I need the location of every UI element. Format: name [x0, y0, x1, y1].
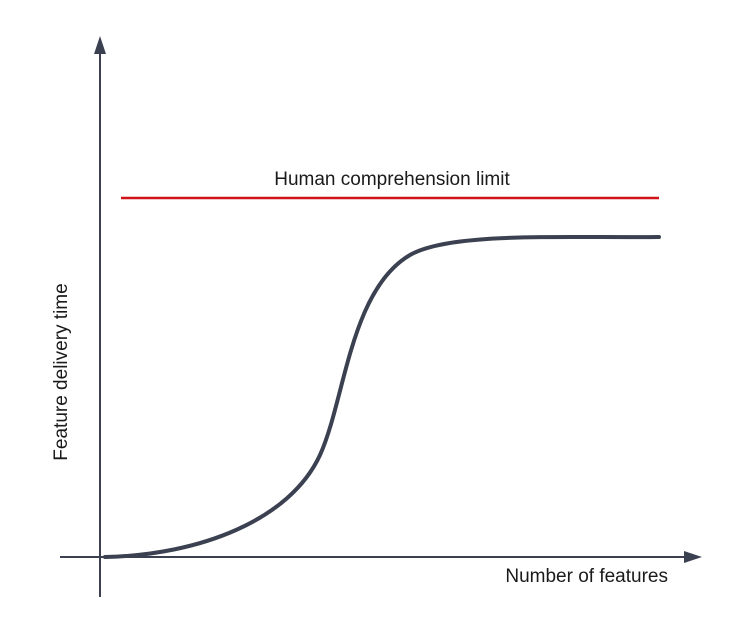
x-axis-label: Number of features [505, 566, 668, 587]
x-axis-arrow [684, 551, 702, 563]
y-axis-label: Feature delivery time [51, 283, 72, 460]
growth-curve [103, 234, 661, 559]
limit-label: Human comprehension limit [274, 169, 510, 190]
y-axis-arrow [94, 36, 106, 54]
